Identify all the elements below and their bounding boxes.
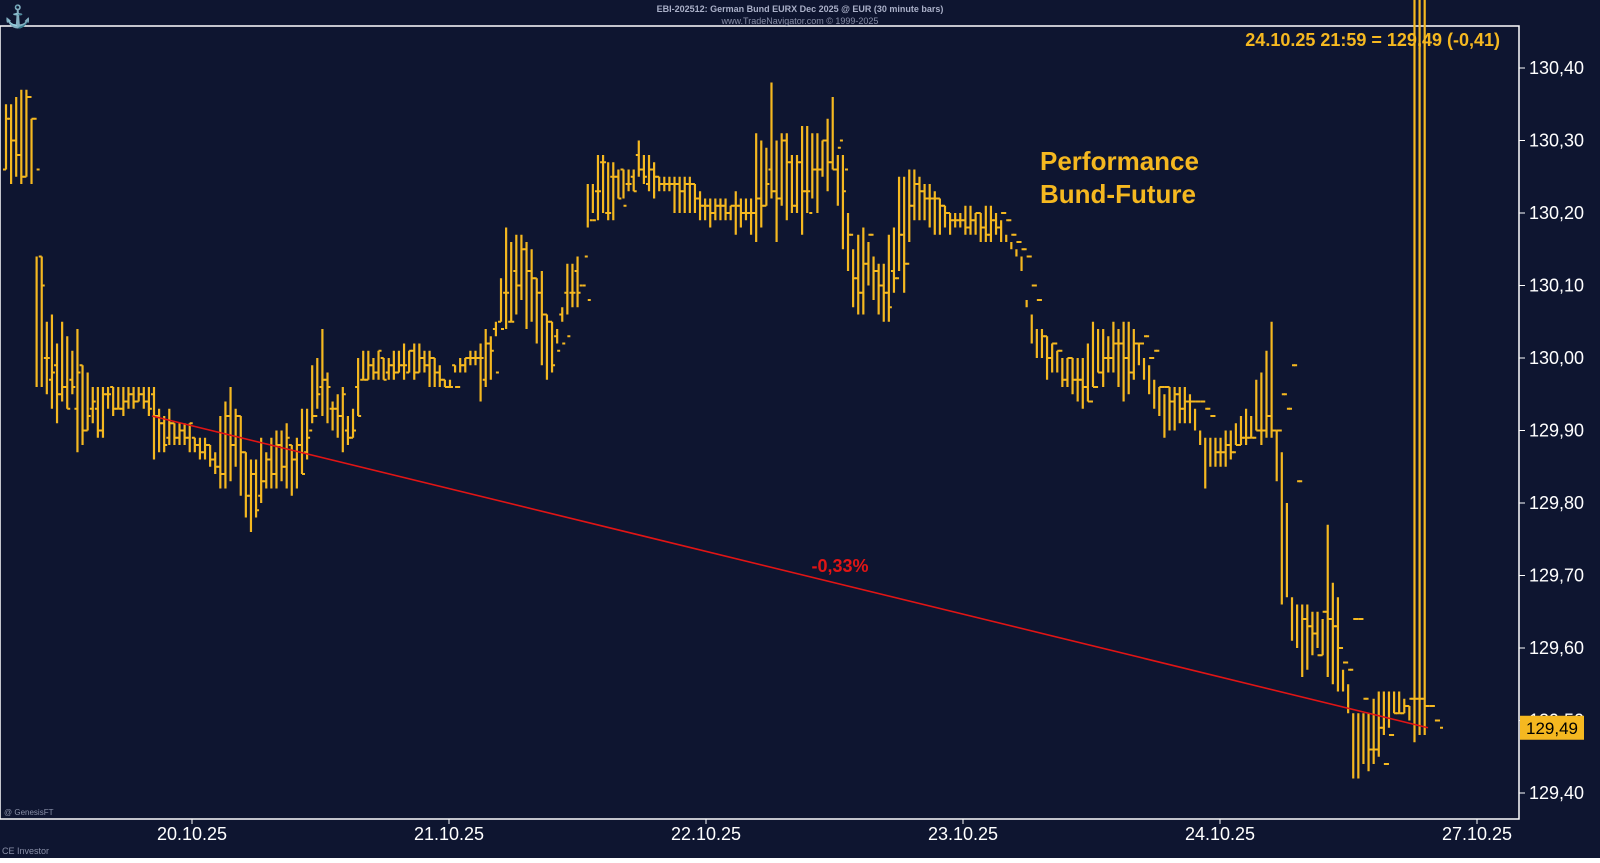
ohlc-bar [446, 379, 453, 388]
chart-title: EBI-202512: German Bund EURX Dec 2025 @ … [657, 4, 944, 14]
ohlc-bar [594, 155, 601, 221]
ohlc-bar [145, 387, 152, 416]
x-axis: 20.10.25 21.10.25 22.10.25 23.10.25 24.10.25… [157, 819, 1512, 844]
ohlc-bar [69, 350, 76, 395]
ohlc-bar [804, 126, 811, 213]
ohlc-bar [605, 162, 612, 221]
ohlc-bar [298, 408, 305, 475]
ohlc-bar [339, 387, 346, 453]
ohlc-bar [161, 416, 168, 453]
ohlc-bar [498, 278, 505, 330]
ohlc-bar [885, 234, 892, 322]
ohlc-bar [834, 146, 841, 206]
copyright-text: www.TradeNavigator.com © 1999-2025 [721, 16, 879, 26]
ohlc-bar [569, 263, 576, 308]
annotation-line2: Bund-Future [1040, 179, 1196, 209]
y-tick-label: 130,00 [1529, 348, 1584, 368]
ohlc-bar [600, 155, 607, 213]
ohlc-bar [839, 139, 846, 250]
price-badge: 129,49 [1520, 715, 1584, 740]
ohlc-bar [620, 168, 627, 207]
y-tick-label: 129,70 [1529, 566, 1584, 586]
ohlc-bar [584, 184, 591, 301]
ohlc-bar [492, 321, 499, 374]
y-tick-label: 130,10 [1529, 276, 1584, 296]
ohlc-bar [355, 358, 362, 417]
ohlc-bar [1437, 719, 1443, 729]
y-axis: 130,40 130,30 130,20 130,10 130,00 129,90 129,… [1519, 58, 1584, 803]
ohlc-bar [380, 357, 387, 381]
y-tick-label: 129,40 [1529, 783, 1584, 803]
ohlc-bar [48, 314, 55, 409]
ohlc-bar [84, 372, 91, 432]
ohlc-bar [38, 255, 45, 387]
x-tick-label: 24.10.25 [1185, 824, 1255, 844]
ohlc-bar [574, 256, 581, 308]
ohlc-bar [314, 358, 321, 417]
ohlc-bar [487, 336, 494, 380]
ohlc-bar [508, 242, 515, 323]
ohlc-bar [579, 284, 586, 287]
x-tick-label: 20.10.25 [157, 824, 227, 844]
ohlc-bar [375, 349, 382, 380]
source-label: @ GenesisFT [4, 808, 54, 817]
ohlc-bar [589, 184, 596, 222]
y-tick-label: 129,80 [1529, 493, 1584, 513]
ohlc-bar [33, 117, 40, 387]
y-tick-label: 129,90 [1529, 421, 1584, 441]
ohlc-bar [304, 408, 311, 460]
ohlc-bar [186, 422, 193, 453]
ohlc-bar [105, 387, 112, 409]
logo-icon: ⚓ [4, 4, 31, 29]
header: EBI-202512: German Bund EURX Dec 2025 @ … [4, 4, 943, 29]
ohlc-bar [554, 329, 561, 352]
ohlc-bar [401, 343, 408, 380]
ohlc-bar [559, 307, 566, 345]
ohlc-bar [630, 169, 637, 193]
ohlc-bar [283, 423, 290, 489]
y-tick-label: 130,20 [1529, 203, 1584, 223]
quote-readout: 24.10.25 21:59 = 129,49 (-0,41) [1245, 30, 1500, 50]
ohlc-bars [3, 0, 1443, 779]
ohlc-bar [625, 169, 632, 192]
ohlc-bar [564, 263, 571, 338]
trendline [151, 415, 1429, 729]
ohlc-bar [615, 169, 622, 200]
ohlc-bar [549, 320, 556, 373]
y-tick-label: 129,60 [1529, 638, 1584, 658]
ohlc-bar [350, 408, 357, 439]
x-tick-label: 27.10.25 [1442, 824, 1512, 844]
ohlc-bar [64, 336, 71, 410]
ohlc-bar [477, 343, 484, 402]
ohlc-bar [89, 387, 96, 424]
y-tick-label: 130,40 [1529, 58, 1584, 78]
price-badge-label: 129,49 [1526, 719, 1578, 738]
ohlc-bar [640, 155, 647, 184]
price-badge-bg [1520, 715, 1584, 740]
ohlc-bar [763, 147, 770, 207]
ohlc-bar [324, 372, 331, 424]
plot-frame [0, 25, 1520, 820]
annotation-line1: Performance [1040, 146, 1199, 176]
x-tick-label: 23.10.25 [928, 824, 998, 844]
trendline-label: -0,33% [811, 556, 868, 576]
ohlc-bar [503, 227, 510, 329]
x-tick-label: 21.10.25 [414, 824, 484, 844]
x-tick-label: 22.10.25 [671, 824, 741, 844]
ohlc-bar [43, 321, 50, 395]
footer-label: CE Investor [2, 846, 49, 856]
ohlc-bar [74, 329, 81, 453]
y-tick-label: 130,30 [1529, 131, 1584, 151]
ohlc-bar [253, 459, 260, 518]
